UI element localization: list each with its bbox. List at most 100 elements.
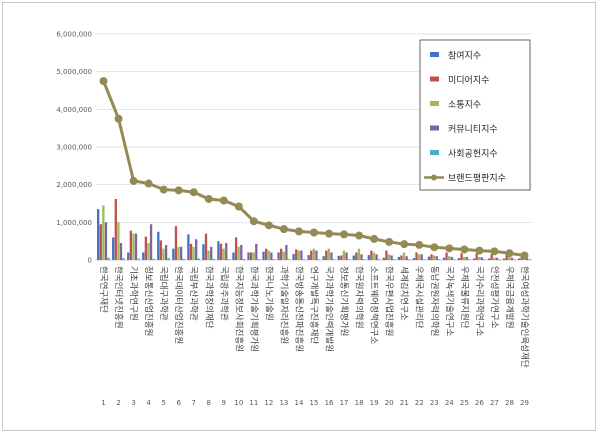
x-index-label: 14 (295, 399, 304, 407)
x-category-label: 국가수리과학연구소 (474, 266, 485, 337)
bar-5 (257, 259, 261, 260)
bar-4 (104, 222, 108, 260)
bar-4 (465, 256, 468, 260)
x-index-label: 19 (370, 399, 379, 407)
line-point (234, 202, 243, 211)
bar-1 (247, 252, 250, 260)
bar-5 (302, 259, 306, 260)
bar-1 (157, 231, 160, 260)
y-tick-label: 5,000,000 (56, 68, 92, 76)
x-category-label: 국립대구과학관 (158, 266, 169, 321)
x-category-label: 정보통신기획평가원 (339, 266, 350, 336)
bar-4 (450, 256, 453, 260)
bar-2 (249, 252, 253, 260)
bar-4 (119, 243, 123, 260)
x-index-label: 26 (475, 399, 484, 407)
line-point (340, 230, 349, 239)
bar-4 (164, 244, 168, 260)
bar-2 (325, 250, 328, 260)
bar-1 (352, 255, 355, 260)
bar-3 (222, 248, 225, 260)
x-index-label: 6 (176, 399, 181, 407)
bar-series (97, 198, 531, 260)
bar-2 (430, 254, 433, 260)
bar-1 (487, 258, 491, 260)
bar-5 (438, 259, 441, 260)
bar-4 (285, 244, 288, 260)
line-point (249, 217, 258, 226)
line-point (445, 244, 454, 253)
bar-5 (378, 259, 381, 260)
bar-2 (400, 255, 403, 260)
x-category-label: 연구개발특구진흥재단 (309, 266, 320, 344)
x-index-label: 9 (222, 399, 226, 407)
line-series (99, 77, 529, 260)
x-category-label: 안전성평가연구소 (489, 266, 500, 329)
bar-3 (327, 248, 331, 260)
bar-1 (187, 234, 190, 260)
x-index-label: 11 (249, 399, 258, 407)
bar-5 (227, 259, 230, 260)
bar-1 (292, 253, 295, 260)
x-category-label: 국가과학기술인력개발원 (324, 266, 335, 352)
x-category-label: 우체국시설관리단 (414, 266, 425, 329)
x-index-label: 18 (355, 399, 364, 407)
y-tick-label: 0 (88, 257, 92, 265)
line-point (385, 237, 394, 246)
x-index-label: 7 (191, 399, 195, 407)
bar-4 (240, 244, 243, 260)
bar-3 (132, 233, 135, 260)
bar-5 (107, 257, 110, 260)
line-point (189, 188, 198, 197)
bar-3 (463, 256, 466, 260)
bar-5 (242, 258, 246, 260)
bar-1 (412, 258, 416, 260)
line-point (415, 240, 424, 249)
bar-3 (192, 246, 195, 260)
bar-4 (420, 254, 423, 260)
x-axis-labels: 한국연구재단 1 한국인터넷진흥원 2 기초과학연구원 3 정보통신산업진흥원 4 국립대구과학… (98, 266, 530, 407)
x-index-label: 20 (385, 399, 394, 407)
bar-2 (204, 233, 208, 260)
bar-1 (97, 209, 100, 260)
bar-3 (297, 250, 300, 260)
x-index-label: 10 (234, 399, 243, 407)
bar-2 (159, 240, 163, 260)
bar-1 (442, 257, 446, 260)
line-point (219, 196, 228, 205)
x-category-label: 한국원자력의학원 (354, 266, 365, 329)
bar-1 (172, 248, 175, 260)
bar-5 (167, 258, 170, 260)
line-point (264, 221, 273, 230)
bar-1 (367, 255, 370, 260)
x-index-label: 8 (207, 399, 211, 407)
bar-3 (387, 254, 391, 260)
bar-3 (448, 256, 451, 260)
y-tick-label: 4,000,000 (56, 106, 92, 114)
bar-1 (217, 241, 220, 260)
x-index-label: 5 (161, 399, 165, 407)
bar-2 (505, 254, 508, 260)
legend-swatch (430, 125, 439, 131)
bar-5 (363, 259, 366, 260)
bar-1 (502, 258, 506, 260)
legend-swatch (430, 150, 439, 155)
y-tick-label: 6,000,000 (56, 31, 92, 39)
bar-2 (280, 248, 283, 260)
bar-1 (202, 244, 205, 260)
legend-label: 사회공헌지수 (448, 149, 498, 160)
line-point (505, 249, 514, 258)
line-point (490, 247, 499, 256)
bar-1 (127, 252, 130, 260)
x-index-label: 4 (146, 399, 151, 407)
bar-5 (408, 259, 411, 260)
x-index-label: 12 (264, 399, 273, 407)
legend-swatch (430, 76, 439, 82)
bar-2 (460, 253, 463, 260)
bar-4 (360, 254, 363, 260)
x-index-label: 2 (116, 399, 120, 407)
bar-3 (508, 256, 511, 260)
x-index-label: 17 (340, 399, 349, 407)
